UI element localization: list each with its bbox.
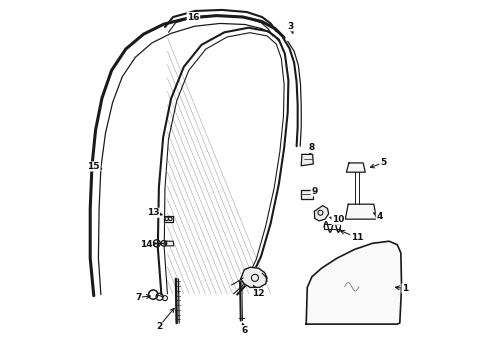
Text: 7: 7 [135,293,142,302]
Text: 16: 16 [187,13,199,22]
Text: 1: 1 [402,284,408,293]
Polygon shape [315,206,329,221]
Polygon shape [346,163,365,172]
Polygon shape [165,241,174,246]
Polygon shape [241,267,267,288]
Text: 13: 13 [147,208,159,217]
Text: 12: 12 [252,289,265,298]
Polygon shape [301,190,313,198]
Text: 15: 15 [88,162,100,171]
Text: 10: 10 [332,215,344,224]
Polygon shape [345,204,377,219]
Text: 4: 4 [376,212,383,221]
Text: 5: 5 [380,158,386,167]
Polygon shape [306,241,402,324]
Polygon shape [164,216,173,222]
Text: 8: 8 [309,144,315,153]
Text: 11: 11 [351,233,364,242]
Polygon shape [301,154,313,166]
Text: 9: 9 [311,187,318,196]
Text: 14: 14 [140,239,152,248]
Text: 6: 6 [241,326,247,335]
Text: 3: 3 [288,22,294,31]
Text: 2: 2 [156,322,162,331]
